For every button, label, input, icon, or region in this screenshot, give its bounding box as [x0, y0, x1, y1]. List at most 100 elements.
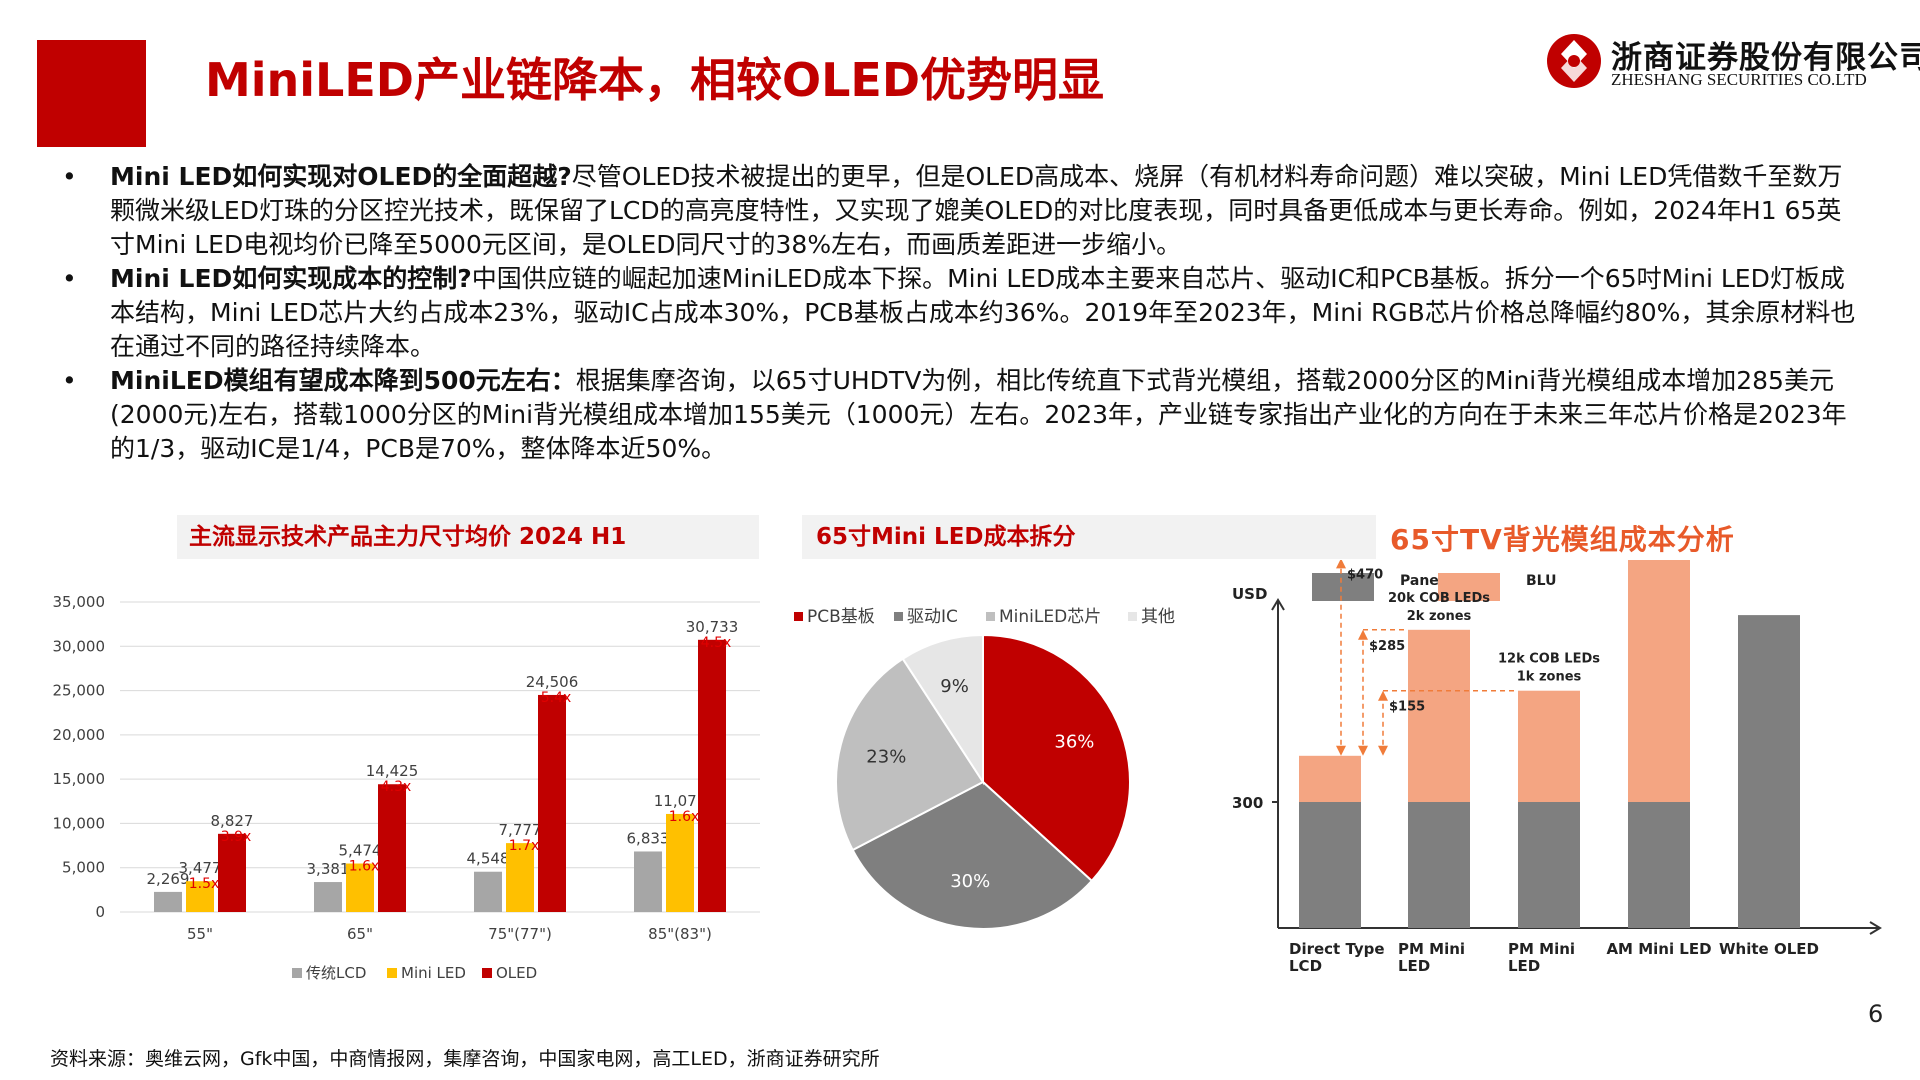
pie-slice	[982, 633, 1131, 883]
chart2-title: 65寸Mini LED成本拆分	[802, 515, 1376, 559]
cost-pie-chart: PCB基板 驱动IC MiniLED芯片 其他 36% 30% 23% 9%	[794, 607, 1175, 930]
chart1-title: 主流显示技术产品主力尺寸均价 2024 H1	[177, 515, 759, 559]
bar-value-label: 2,269	[147, 870, 190, 888]
bar-mini-led	[186, 881, 214, 912]
y-axis-label: USD	[1232, 585, 1267, 603]
x-category-label: LED	[1398, 957, 1430, 975]
bar-传统lcd	[634, 851, 662, 912]
bar-annotation: 20k COB LEDs	[1388, 591, 1490, 606]
legend-swatch	[894, 612, 903, 621]
bar-value-label: 4,548	[467, 850, 510, 868]
bullet-text: 尽管OLED技术被提出的更早，但是OLED高成本、烧屏（有机材料寿命问题）难以突…	[110, 162, 1843, 259]
bar-panel	[1518, 802, 1580, 928]
bullet-dot-icon: •	[62, 264, 77, 293]
x-tick-label: 55"	[187, 925, 213, 943]
bar-value-label: 8,827	[211, 812, 254, 830]
pie-value-label: 30%	[950, 871, 990, 892]
multiplier-label: 3.9x	[221, 829, 252, 845]
y-tick-label: 10,000	[53, 814, 106, 832]
price-bar-chart: 0 5,000 10,000 15,000 20,000 25,000 30,000 35,0…	[53, 593, 760, 982]
zheshang-logo-icon	[1547, 34, 1601, 88]
legend-label: BLU	[1526, 573, 1556, 589]
legend-label: Panel	[1400, 573, 1444, 589]
y-axis-arrow-icon	[1271, 598, 1285, 611]
legend-label: 其他	[1141, 607, 1175, 627]
bullet-heading: Mini LED如何实现对OLED的全面超越?	[110, 162, 572, 191]
bar-value-label: 11,071	[654, 792, 707, 810]
legend-label: MiniLED芯片	[999, 607, 1101, 627]
legend-label: Mini LED	[401, 964, 466, 982]
title-accent-block	[37, 40, 146, 147]
x-tick-label: 85"(83")	[648, 925, 712, 943]
bar-mini-led	[506, 843, 534, 912]
bar-oled	[218, 833, 246, 912]
legend-swatch	[1128, 612, 1137, 621]
bar-panel	[1738, 615, 1800, 928]
legend-swatch	[482, 968, 492, 978]
x-category-label: LED	[1508, 957, 1540, 975]
cost-diff-label: $470	[1347, 567, 1383, 582]
bar-value-label: 7,777	[499, 821, 542, 839]
x-tick-label: 75"(77")	[488, 925, 552, 943]
legend-swatch-panel	[1312, 573, 1374, 601]
page-title: MiniLED产业链降本，相较OLED优势明显	[205, 53, 1104, 107]
bar-value-label: 3,477	[179, 859, 222, 877]
bar-value-label: 14,425	[366, 762, 419, 780]
legend-swatch	[986, 612, 995, 621]
arrow-up-icon	[1378, 690, 1388, 701]
bar-value-label: 24,506	[526, 673, 579, 691]
bullet-heading: Mini LED如何实现成本的控制?	[110, 264, 472, 293]
x-axis-arrow-icon	[1869, 921, 1882, 935]
multiplier-label: 1.6x	[669, 809, 700, 825]
bullet-item: • Mini LED如何实现对OLED的全面超越?尽管OLED技术被提出的更早，但…	[62, 160, 1862, 262]
pie-value-label: 36%	[1054, 732, 1094, 753]
bar-annotation: 2k zones	[1407, 609, 1472, 624]
chart3-title: 65寸TV背光模组成本分析	[1390, 523, 1735, 556]
multiplier-label: 4.3x	[381, 779, 412, 795]
y-tick-label: 20,000	[53, 726, 106, 744]
x-category-label: Direct Type	[1289, 940, 1385, 958]
arrow-down-icon	[1358, 745, 1368, 756]
bar-oled	[538, 694, 566, 912]
bar-panel	[1628, 802, 1690, 928]
x-category-label: PM Mini	[1508, 940, 1575, 958]
multiplier-label: 1.6x	[349, 859, 380, 875]
pie-slice	[835, 657, 985, 852]
legend-label: OLED	[496, 964, 537, 982]
x-category-label: PM Mini	[1398, 940, 1465, 958]
bar-传统lcd	[474, 871, 502, 912]
cost-diff-label: $285	[1369, 639, 1405, 654]
bar-oled	[378, 784, 406, 912]
bullet-dot-icon: •	[62, 162, 77, 191]
bullet-list: • Mini LED如何实现对OLED的全面超越?尽管OLED技术被提出的更早，但…	[62, 160, 1862, 466]
company-logo: 浙商证券股份有限公司 ZHESHANG SECURITIES CO.LTD	[1545, 30, 1920, 92]
x-category-label: LCD	[1289, 957, 1322, 975]
source-note: 资料来源：奥维云网，Gfk中国，中商情报网，集摩咨询，中国家电网，高工LED，浙…	[50, 1048, 880, 1070]
y-tick-label: 25,000	[53, 682, 106, 700]
bar-blu	[1628, 560, 1690, 802]
x-category-label: White OLED	[1719, 940, 1819, 958]
arrow-up-icon	[1336, 560, 1346, 569]
bar-panel	[1408, 802, 1470, 928]
bar-value-label: 3,381	[307, 860, 350, 878]
y-tick-label: 15,000	[53, 770, 106, 788]
legend-label: 驱动IC	[907, 607, 958, 627]
arrow-down-icon	[1336, 745, 1346, 756]
y-tick-label: 35,000	[53, 593, 106, 611]
y-tick-label: 300	[1232, 794, 1263, 812]
legend-label: 传统LCD	[306, 964, 366, 982]
bullet-item: • MiniLED模组有望成本降到500元左右：根据集摩咨询，以65寸UHDTV为…	[62, 364, 1862, 466]
bullet-item: • Mini LED如何实现成本的控制?中国供应链的崛起加速MiniLED成本下探…	[62, 262, 1862, 364]
multiplier-label: 5.4x	[541, 690, 572, 706]
bar-value-label: 5,474	[339, 842, 382, 860]
bar-blu	[1518, 690, 1580, 802]
bar-oled	[698, 639, 726, 912]
bar-annotation: 1k zones	[1517, 670, 1582, 685]
logo-cn-name: 浙商证券股份有限公司	[1611, 40, 1920, 76]
legend-swatch-blu	[1438, 573, 1500, 601]
x-tick-label: 65"	[347, 925, 373, 943]
bar-blu	[1408, 629, 1470, 802]
bar-annotation: 12k COB LEDs	[1498, 652, 1600, 667]
bar-value-label: 30,733	[686, 618, 739, 636]
